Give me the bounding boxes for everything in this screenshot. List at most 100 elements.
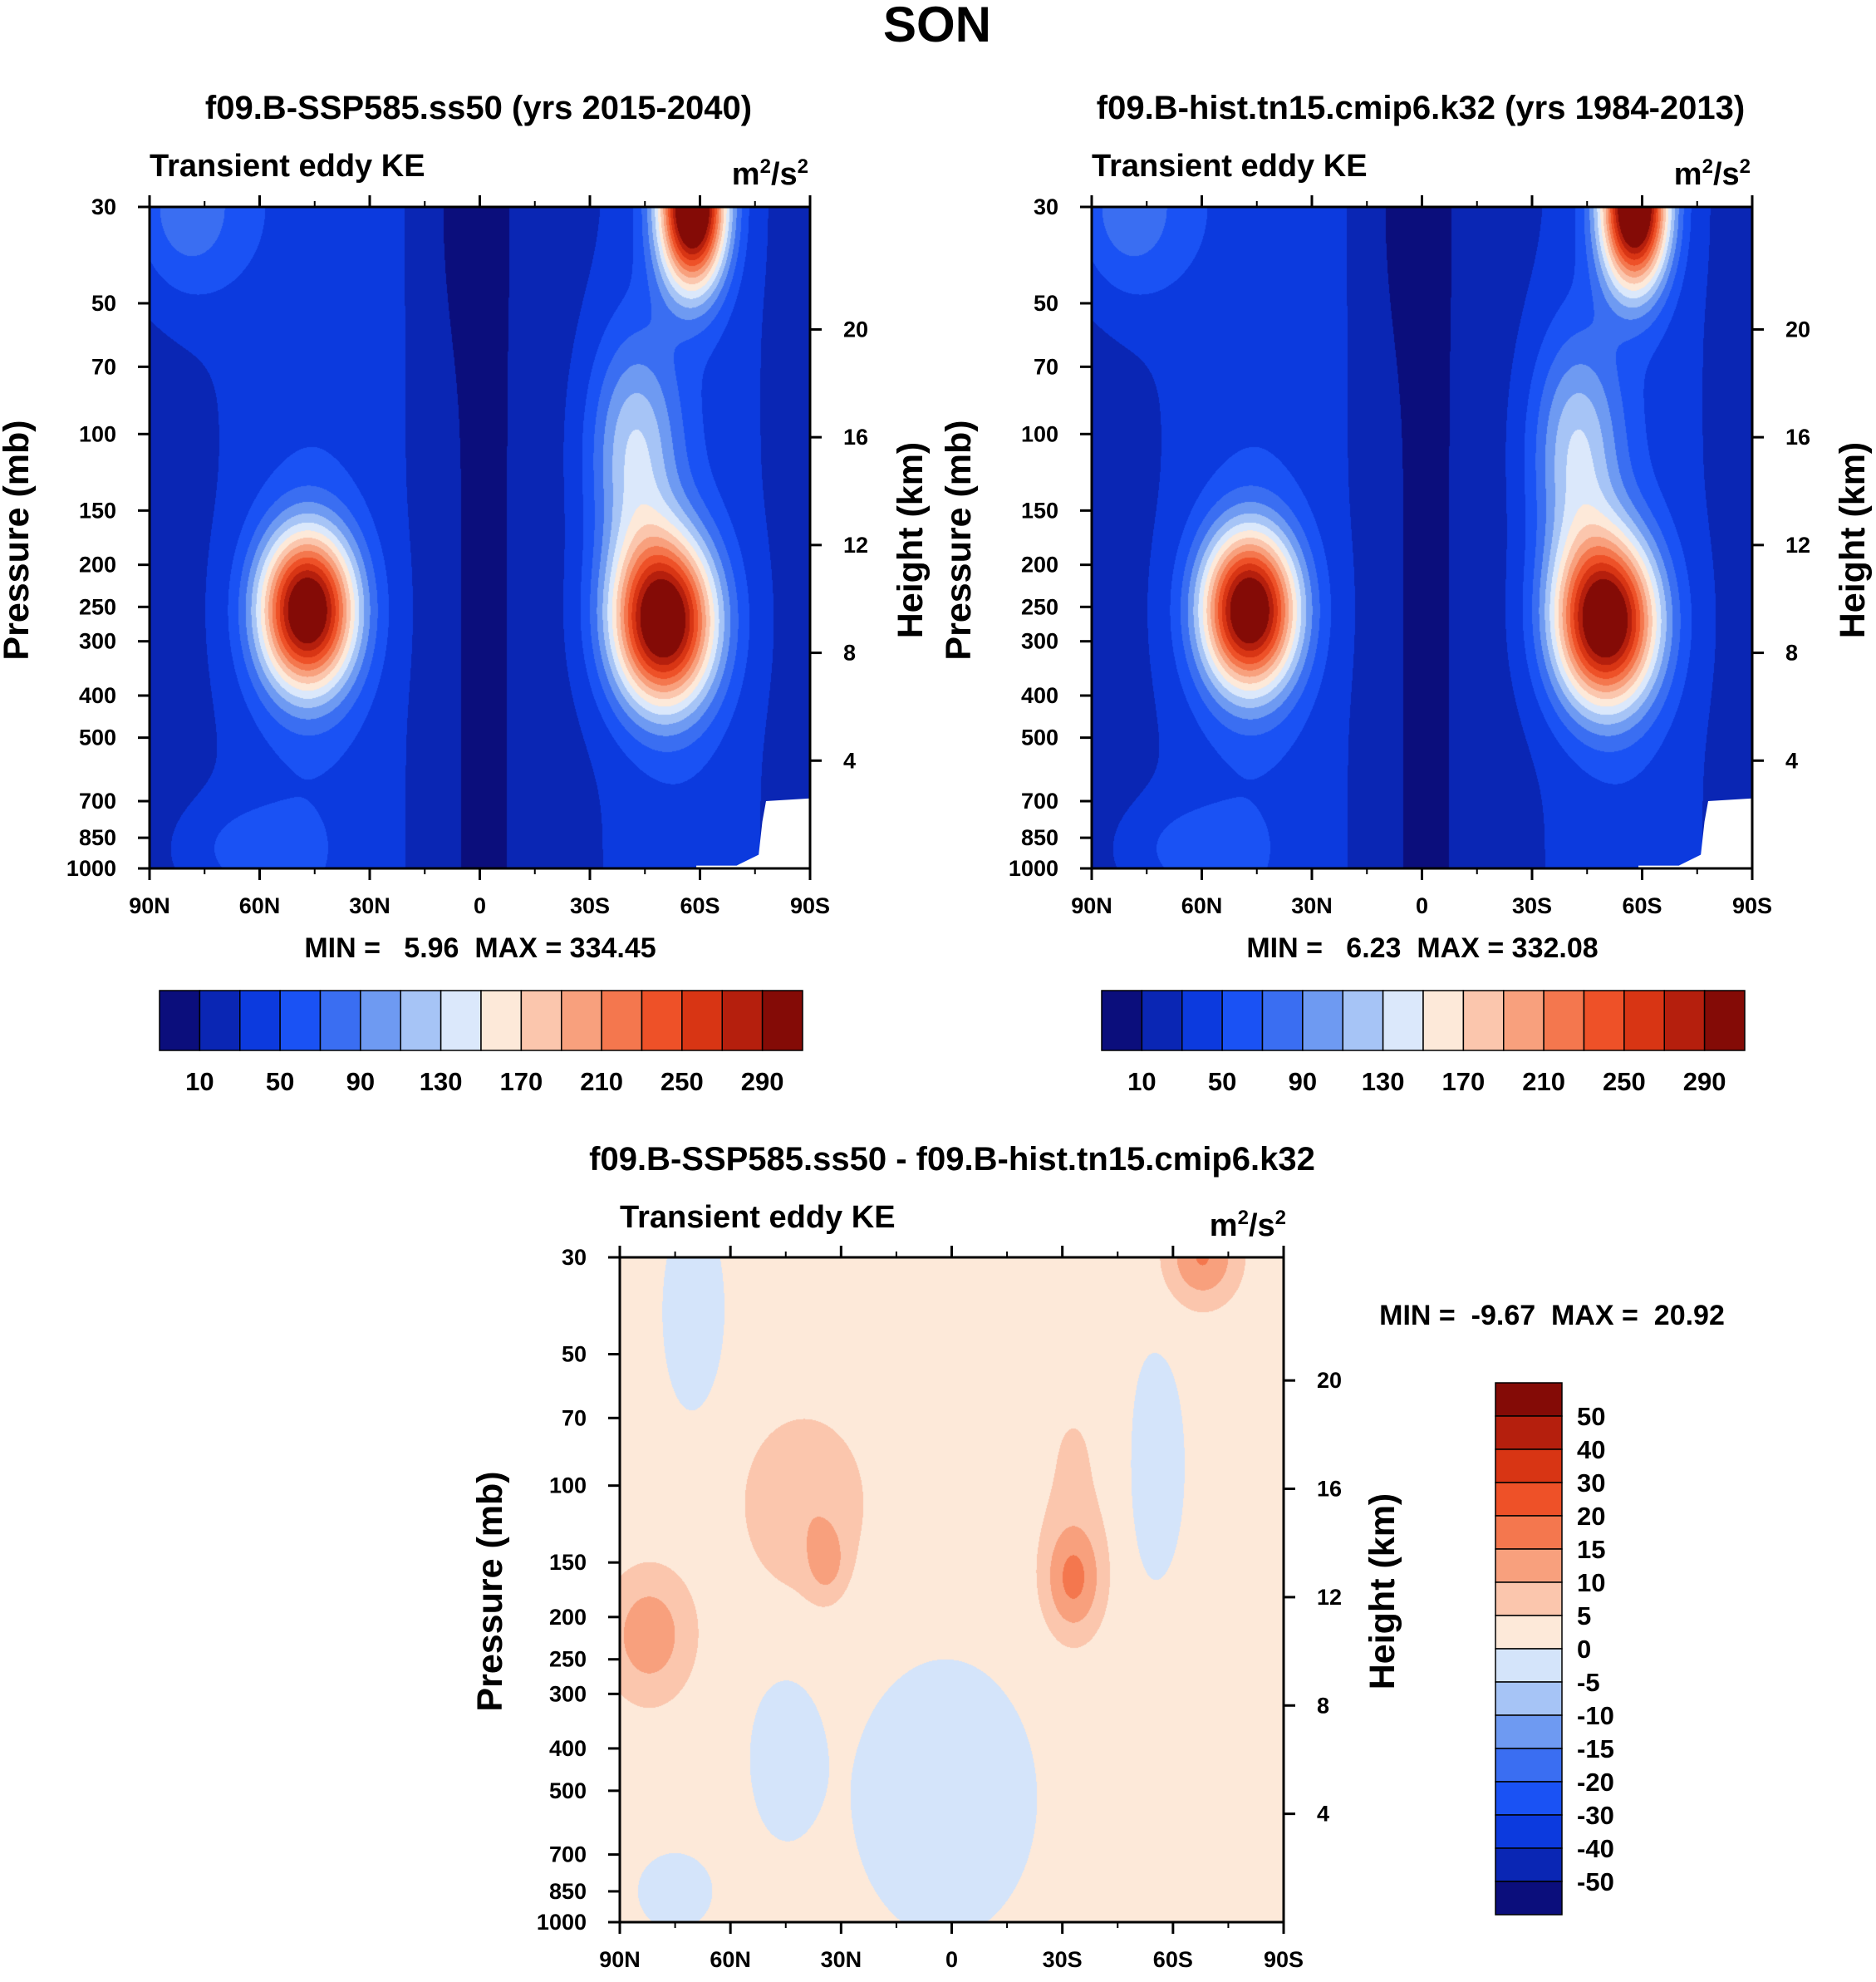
colorbar-box (1495, 1615, 1563, 1650)
colorbar-box (239, 990, 281, 1051)
colorbar-box (1495, 1781, 1563, 1816)
y-right-tick-label: 12 (1785, 533, 1810, 558)
y-tick-label: 200 (549, 1605, 587, 1630)
variable-label: Transient eddy KE (150, 149, 425, 184)
x-tick-label: 60S (1153, 1947, 1193, 1972)
y-tick-label: 300 (1021, 629, 1058, 654)
colorbar-label: 5 (1577, 1601, 1591, 1630)
y-tick-label: 250 (79, 594, 116, 619)
figure-title: SON (883, 0, 991, 52)
colorbar-box (400, 990, 442, 1051)
y-right-tick-label: 4 (843, 748, 856, 773)
colorbar-label: 10 (1577, 1568, 1605, 1597)
y-tick-label: 30 (91, 194, 116, 219)
y-tick-label: 250 (1021, 594, 1058, 619)
y-tick-label: 300 (79, 629, 116, 654)
min-max-label: MIN = -9.67 MAX = 20.92 (1379, 1300, 1725, 1331)
colorbar-box (1583, 990, 1625, 1051)
colorbar-label: 50 (1208, 1067, 1236, 1096)
contour-plot: 90N 60N 30N 0 30S 60S 90S 30 50 70 100 150 200 250 300… (66, 194, 868, 918)
x-tick-label: 30N (349, 893, 390, 918)
colorbar-box (199, 990, 241, 1051)
colorbar-box (1503, 990, 1545, 1051)
x-tick-label: 60N (239, 893, 281, 918)
y-right-tick-label: 20 (843, 317, 868, 342)
x-tick-label: 90N (1071, 893, 1112, 918)
y-tick-label: 70 (562, 1405, 587, 1430)
colorbar-box (1495, 1748, 1563, 1783)
contour-plot: 90N 60N 30N 0 30S 60S 90S 30 50 70 100 150 200 250 300… (1009, 194, 1810, 918)
colorbar-label: 210 (580, 1067, 623, 1096)
y-tick-label: 30 (1034, 194, 1058, 219)
colorbar-box (1181, 990, 1223, 1051)
colorbar-box (761, 990, 803, 1051)
y-tick-label: 400 (79, 683, 116, 708)
colorbar-box (1495, 1448, 1563, 1483)
colorbar-box (1495, 1847, 1563, 1882)
colorbar-label: 290 (741, 1067, 784, 1096)
colorbar-label: 10 (1127, 1067, 1156, 1096)
y-right-tick-label: 12 (1317, 1585, 1342, 1610)
colorbar-label: -10 (1577, 1701, 1614, 1730)
panel-title: f09.B-hist.tn15.cmip6.k32 (yrs 1984-2013… (1097, 90, 1745, 126)
colorbar-label: 210 (1522, 1067, 1565, 1096)
colorbar-label: 20 (1577, 1502, 1605, 1531)
colorbar-label: 30 (1577, 1468, 1605, 1498)
colorbar-box (561, 990, 602, 1051)
y-right-tick-label: 8 (1785, 641, 1798, 666)
x-tick-label: 60N (1181, 893, 1223, 918)
colorbar-box (1221, 990, 1264, 1051)
colorbar-box (1101, 990, 1143, 1051)
y-right-tick-label: 8 (843, 641, 856, 666)
missing-data-region (696, 798, 810, 868)
colorbar-label: 15 (1577, 1535, 1605, 1564)
colorbar-box (1422, 990, 1465, 1051)
y-axis-right-label: Height (km) (1833, 442, 1873, 639)
y-tick-label: 700 (1021, 789, 1058, 814)
colorbar-box (1495, 1548, 1563, 1583)
colorbar-box (721, 990, 764, 1051)
units-label: m2/s2 (732, 155, 808, 192)
y-right-tick-label: 12 (843, 533, 868, 558)
colorbar-box (1382, 990, 1424, 1051)
y-axis-label: Pressure (mb) (0, 420, 37, 660)
colorbar-box (1495, 1648, 1563, 1683)
colorbar-box (1663, 990, 1706, 1051)
panel-diff: f09.B-SSP585.ss50 - f09.B-hist.tn15.cmip… (470, 1141, 1725, 1972)
y-axis-label: Pressure (mb) (939, 420, 979, 660)
colorbar-box (1141, 990, 1183, 1051)
y-tick-label: 150 (79, 498, 116, 523)
y-axis-label: Pressure (mb) (470, 1471, 510, 1711)
colorbar-box (1495, 1814, 1563, 1849)
y-tick-label: 700 (79, 789, 116, 814)
y-tick-label: 850 (1021, 825, 1058, 850)
y-tick-label: 70 (91, 354, 116, 379)
y-tick-label: 400 (1021, 683, 1058, 708)
y-tick-label: 30 (562, 1245, 587, 1270)
x-tick-label: 60S (680, 893, 719, 918)
colorbar-box (1495, 1482, 1563, 1517)
y-tick-label: 850 (79, 825, 116, 850)
colorbar-label: 130 (1362, 1067, 1405, 1096)
y-tick-label: 500 (79, 725, 116, 750)
y-right-tick-label: 16 (1785, 425, 1810, 450)
y-tick-label: 400 (549, 1736, 587, 1761)
panel-hist: f09.B-hist.tn15.cmip6.k32 (yrs 1984-2013… (939, 90, 1873, 1096)
colorbar-box (1495, 1681, 1563, 1716)
colorbar-box (1623, 990, 1665, 1051)
y-right-tick-label: 16 (843, 425, 868, 450)
contour-plot: 90N 60N 30N 0 30S 60S 90S 30 50 70 100 150 200 250 300… (537, 1245, 1342, 1972)
y-tick-label: 50 (91, 291, 116, 316)
contour-fill (150, 207, 810, 868)
y-tick-label: 100 (79, 421, 116, 446)
colorbar-label: 290 (1683, 1067, 1726, 1096)
variable-label: Transient eddy KE (620, 1200, 896, 1235)
units-label: m2/s2 (1674, 155, 1751, 192)
missing-data-region (1638, 798, 1752, 868)
colorbar-box (520, 990, 562, 1051)
colorbar-box (601, 990, 643, 1051)
y-tick-label: 100 (1021, 421, 1058, 446)
y-right-tick-label: 16 (1317, 1477, 1342, 1502)
y-right-tick-label: 8 (1317, 1693, 1329, 1718)
colorbar-box (1495, 1881, 1563, 1916)
